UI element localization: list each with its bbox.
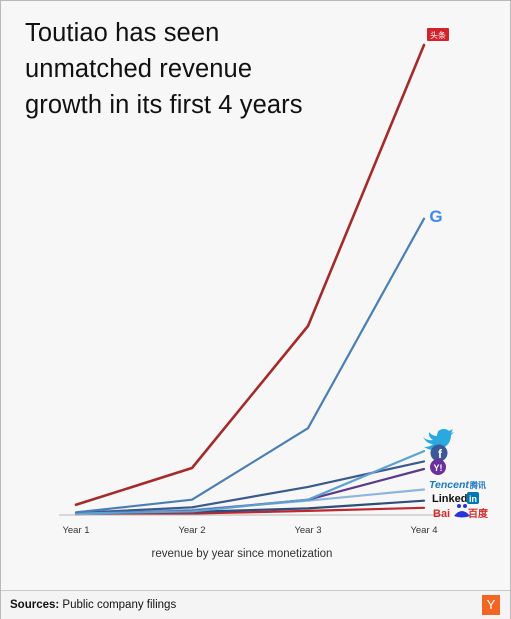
title-line-3: growth in its first 4 years (25, 91, 303, 119)
series-line-7 (74, 506, 426, 516)
facebook-logo-text: f (438, 447, 443, 461)
y-combinator-logo-icon: Y (482, 595, 500, 615)
tencent-logo-cn: 腾讯 (469, 480, 486, 490)
chart-title: Toutiao has seen unmatched revenue growt… (25, 15, 385, 123)
series-line-0 (74, 43, 426, 507)
facebook-logo-icon: f (430, 444, 448, 462)
x-axis-label: revenue by year since monetization (152, 548, 333, 560)
x-tick-label: Year 3 (294, 525, 321, 536)
twitter-bird-icon (423, 429, 454, 451)
sources-note: Sources: Public company filings (10, 599, 176, 611)
x-tick-labels: Year 1 Year 2 Year 3 Year 4 (62, 525, 437, 536)
tencent-logo-text: Tencent (429, 479, 469, 491)
linkedin-logo-icon: Linked in (432, 492, 479, 505)
series-line-2 (74, 450, 426, 515)
series-line-3 (74, 460, 426, 515)
title-line-1: Toutiao has seen (25, 19, 220, 47)
x-tick-label: Year 4 (410, 525, 437, 536)
series-line-1 (74, 217, 426, 514)
linkedin-logo-in: in (469, 494, 477, 504)
sources-text: Public company filings (62, 599, 177, 611)
sources-label: Sources: (10, 599, 60, 611)
yahoo-logo-icon: Y! (430, 459, 446, 475)
x-tick-label: Year 2 (178, 525, 205, 536)
toutiao-logo-text: 头条 (430, 30, 446, 40)
svg-text:Tencent腾讯: Tencent腾讯 (429, 479, 486, 491)
toutiao-logo-icon: 头条 (427, 28, 449, 41)
sources-footer: Sources: Public company filings Y (1, 590, 510, 619)
title-line-2: unmatched revenue (25, 55, 253, 83)
baidu-logo-icon: Bai 百度 (433, 504, 489, 520)
google-logo-text: G (429, 207, 442, 226)
linkedin-logo-text: Linked (432, 493, 467, 505)
yahoo-logo-text: Y! (434, 463, 443, 473)
x-tick-label: Year 1 (62, 525, 89, 536)
google-logo-icon: G (429, 207, 442, 226)
series-layer (74, 43, 426, 516)
baidu-logo-cn: 百度 (468, 507, 489, 520)
line-chart: Year 1 Year 2 Year 3 Year 4 revenue by year… (59, 28, 489, 560)
baidu-logo-text: Bai (433, 508, 450, 520)
tencent-logo-icon: Tencent腾讯 (429, 479, 486, 491)
